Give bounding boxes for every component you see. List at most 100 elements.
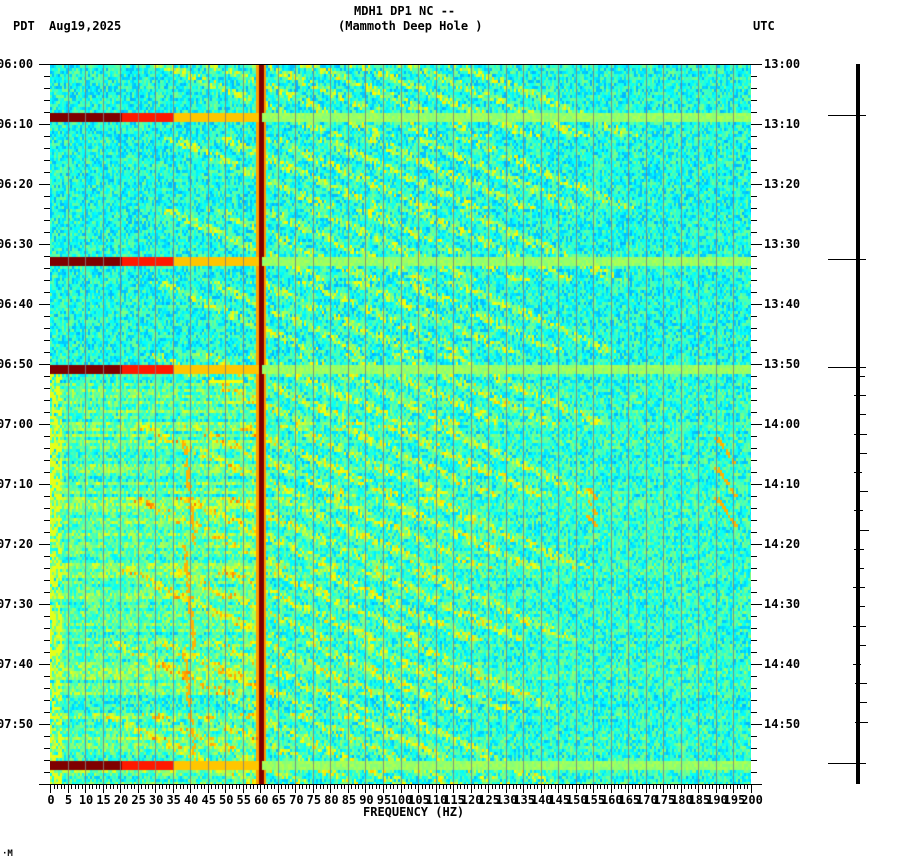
x-tick	[92, 784, 94, 789]
y-tick-label-right: 13:10	[764, 117, 801, 131]
x-tick	[537, 784, 539, 789]
y-tick-label-left: 06:00	[0, 57, 34, 71]
x-tick	[453, 784, 455, 793]
x-tick	[645, 784, 647, 793]
x-tick	[586, 784, 588, 789]
x-tick	[379, 784, 381, 789]
y-tick	[44, 328, 50, 329]
x-tick	[162, 784, 164, 789]
x-tick	[120, 784, 122, 793]
x-tick	[736, 784, 738, 789]
x-tick	[113, 784, 115, 789]
y-tick-label-left: 07:10	[0, 477, 34, 491]
trace-tick	[854, 433, 867, 435]
y-tick	[751, 328, 757, 329]
y-tick	[751, 496, 757, 497]
y-tick-label-left: 06:30	[0, 237, 34, 251]
y-tick	[751, 424, 762, 425]
trace-tick	[853, 625, 866, 627]
trace-tick	[855, 606, 865, 608]
trace-tick	[857, 376, 865, 377]
x-tick	[411, 784, 412, 789]
y-tick	[751, 376, 757, 377]
x-tick-label: 125	[478, 793, 500, 807]
x-tick	[614, 784, 616, 789]
x-tick-label: 45	[201, 793, 216, 807]
x-tick	[288, 784, 290, 789]
y-tick	[751, 448, 757, 449]
y-tick	[751, 568, 757, 569]
x-tick	[263, 784, 265, 789]
x-tick-label: 195	[723, 793, 746, 807]
x-tick	[375, 784, 377, 789]
trace-tick	[853, 587, 865, 589]
x-tick	[491, 784, 493, 789]
x-tick	[708, 784, 710, 789]
y-tick-label-right: 14:40	[764, 657, 801, 671]
x-tick-label: 95	[376, 793, 392, 807]
x-tick	[256, 784, 258, 789]
x-tick	[439, 784, 441, 789]
y-tick-label-right: 13:00	[764, 57, 801, 71]
y-tick	[44, 292, 50, 293]
y-tick	[44, 532, 50, 533]
y-tick	[751, 532, 757, 533]
trace-tick	[855, 721, 868, 723]
x-tick	[186, 784, 188, 789]
y-tick	[751, 580, 757, 581]
y-tick	[751, 628, 757, 629]
x-tick	[193, 784, 195, 789]
y-tick	[44, 508, 50, 509]
x-tick	[551, 784, 553, 789]
y-tick	[44, 316, 50, 317]
x-tick	[109, 784, 111, 789]
y-tick	[44, 172, 50, 173]
x-tick	[418, 784, 420, 793]
y-tick	[44, 400, 50, 401]
x-tick-label: 185	[688, 793, 711, 807]
y-tick	[751, 688, 757, 689]
site-name: (Mammoth Deep Hole )	[338, 19, 483, 33]
x-tick	[260, 784, 262, 793]
x-tick	[589, 784, 591, 789]
x-tick	[554, 784, 556, 789]
y-tick	[751, 736, 757, 737]
x-tick	[284, 784, 286, 789]
y-tick	[751, 208, 757, 209]
x-tick	[670, 784, 672, 789]
x-tick	[88, 784, 90, 789]
trace-tick	[856, 529, 869, 531]
x-tick	[680, 784, 682, 793]
x-tick	[148, 784, 150, 789]
x-tick	[747, 784, 749, 789]
trace-tick	[853, 548, 864, 550]
x-tick	[333, 784, 335, 789]
x-tick	[684, 784, 686, 789]
x-tick-label: 200	[741, 793, 763, 807]
x-tick	[151, 784, 153, 789]
y-tick	[44, 100, 50, 101]
x-tick	[593, 784, 595, 793]
y-tick	[751, 292, 757, 293]
y-tick	[39, 424, 50, 425]
x-tick	[516, 784, 518, 789]
y-tick	[751, 316, 757, 317]
y-tick	[44, 88, 50, 89]
trace-tick	[857, 702, 867, 704]
y-tick	[44, 148, 50, 149]
y-tick	[44, 592, 50, 593]
x-tick	[432, 784, 434, 789]
y-tick	[751, 556, 757, 557]
x-tick	[610, 784, 612, 793]
y-tick	[44, 556, 50, 557]
y-tick	[751, 100, 757, 101]
y-tick	[751, 748, 757, 749]
y-tick-label-left: 06:40	[0, 297, 34, 311]
x-tick	[221, 784, 223, 789]
x-tick	[631, 784, 633, 789]
y-tick	[44, 376, 50, 377]
x-tick	[214, 784, 216, 789]
y-tick	[751, 664, 762, 665]
x-tick-label: 115	[443, 793, 465, 807]
y-tick	[751, 304, 762, 305]
